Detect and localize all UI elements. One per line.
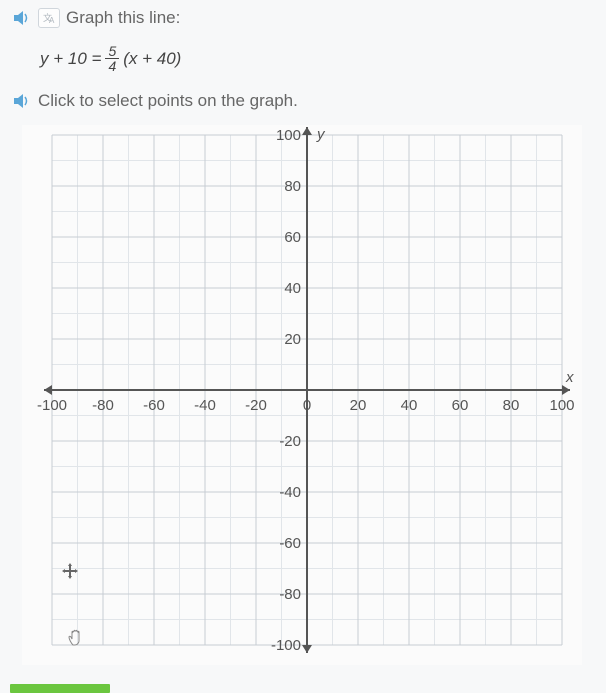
equation-rhs: (x + 40) (123, 49, 181, 69)
svg-text:0: 0 (303, 397, 311, 414)
svg-text:100: 100 (276, 127, 301, 144)
speaker-icon[interactable] (12, 93, 32, 109)
instruction-text: Click to select points on the graph. (38, 91, 298, 111)
svg-text:20: 20 (350, 397, 367, 414)
svg-text:-20: -20 (245, 397, 267, 414)
svg-text:40: 40 (284, 280, 301, 297)
svg-text:A: A (49, 16, 55, 25)
instruction-row: Click to select points on the graph. (12, 91, 594, 111)
svg-text:-60: -60 (143, 397, 165, 414)
svg-text:-100: -100 (271, 637, 301, 654)
move-cursor-icon (60, 561, 80, 581)
svg-text:-80: -80 (279, 586, 301, 603)
prompt-row: 文 A Graph this line: (12, 8, 594, 28)
svg-text:60: 60 (452, 397, 469, 414)
svg-text:x: x (565, 369, 574, 386)
equation-lhs: y + 10 = (40, 49, 101, 69)
svg-text:-80: -80 (92, 397, 114, 414)
equation: y + 10 = 5 4 (x + 40) (40, 44, 594, 73)
speaker-icon[interactable] (12, 10, 32, 26)
prompt-title: Graph this line: (66, 8, 180, 28)
svg-text:-40: -40 (279, 484, 301, 501)
fraction-numerator: 5 (105, 44, 119, 59)
svg-text:80: 80 (284, 178, 301, 195)
svg-text:20: 20 (284, 331, 301, 348)
graph-svg[interactable]: -100 -80 -60 -40 -20 0 20 40 60 80 100 -100 -80 -60 -4… (22, 125, 582, 665)
hand-cursor-icon (66, 627, 86, 647)
svg-text:60: 60 (284, 229, 301, 246)
svg-text:40: 40 (401, 397, 418, 414)
coordinate-graph[interactable]: -100 -80 -60 -40 -20 0 20 40 60 80 100 -100 -80 -60 -4… (22, 125, 582, 665)
svg-text:100: 100 (549, 397, 574, 414)
svg-text:80: 80 (503, 397, 520, 414)
svg-text:-100: -100 (37, 397, 67, 414)
svg-text:-20: -20 (279, 433, 301, 450)
fraction-denominator: 4 (105, 59, 119, 73)
progress-bar (10, 684, 110, 693)
svg-text:-40: -40 (194, 397, 216, 414)
equation-fraction: 5 4 (105, 44, 119, 73)
translate-icon[interactable]: 文 A (38, 8, 60, 28)
svg-text:-60: -60 (279, 535, 301, 552)
